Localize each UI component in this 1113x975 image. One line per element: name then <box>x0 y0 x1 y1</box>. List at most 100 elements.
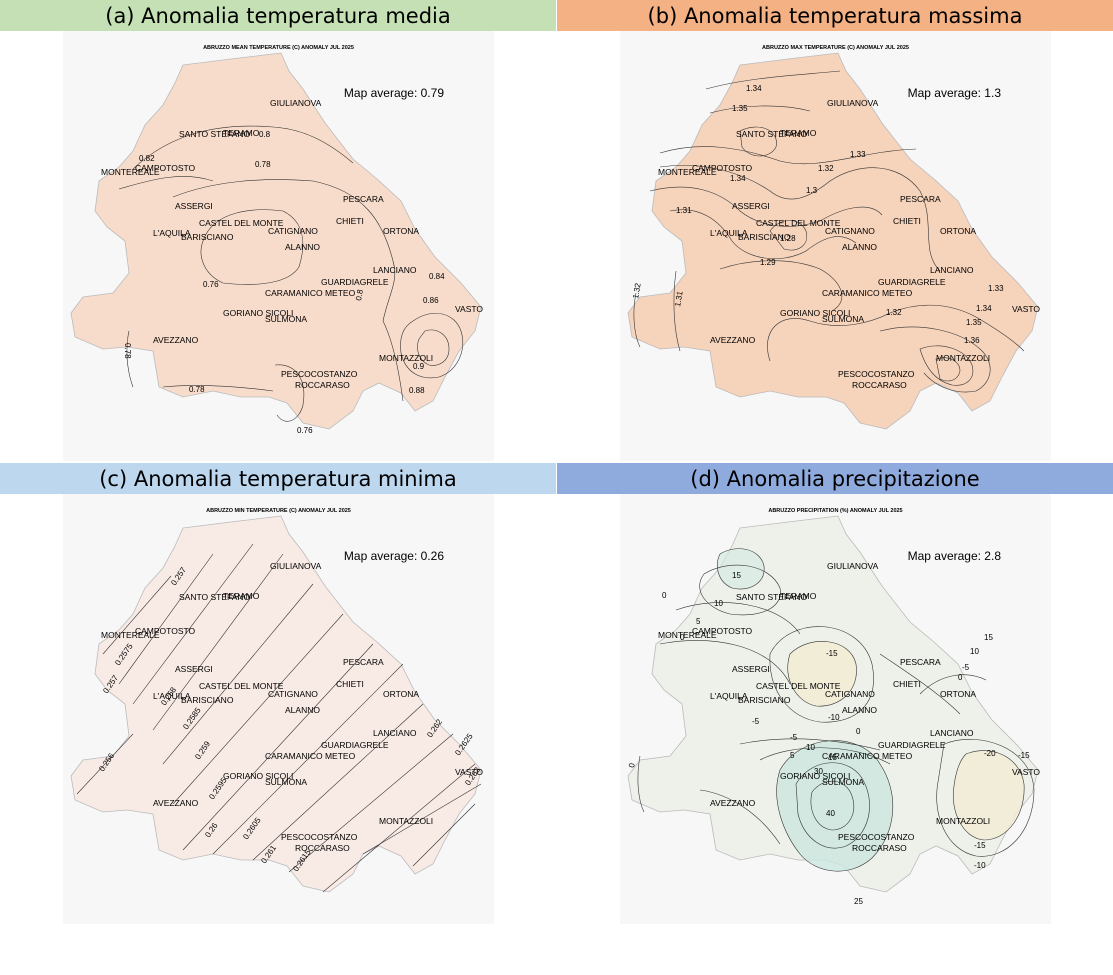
city-label: PESCARA <box>900 657 941 667</box>
city-label: CASTEL DEL MONTE <box>756 681 841 691</box>
contour-labels: 15 10 5 0 0 -15 15 10 0 -5 -5 -10 -5 5 1… <box>627 571 1030 906</box>
contour-label: 1.32 <box>818 164 834 173</box>
contour-label: 0 <box>856 727 861 736</box>
contour-label: -15 <box>974 841 986 850</box>
contour-label: 1.32 <box>631 282 643 299</box>
contour-label: 1.29 <box>760 258 776 267</box>
map-average: Map average: 2.8 <box>907 549 1001 563</box>
map-subtitle: ABRUZZO MEAN TEMPERATURE (C) ANOMALY JUL… <box>203 45 354 51</box>
contour-label: 0 <box>958 673 963 682</box>
contour-label: 1.34 <box>730 174 746 183</box>
city-label: TERAMO <box>223 128 260 138</box>
city-label: MONTEREALE <box>101 630 160 640</box>
contour-label: 0.88 <box>409 386 425 395</box>
city-label: PESCARA <box>343 657 384 667</box>
city-label: SANTO STEFANO <box>179 592 251 602</box>
city-label: ROCCARASO <box>852 380 907 390</box>
map-average: Map average: 1.3 <box>907 86 1001 100</box>
map-svg: 1.34 1.35 1.33 1.34 1.32 1.3 1.31 1.28 1… <box>627 52 1039 430</box>
dry-area <box>787 641 857 707</box>
city-label: GORIANO SICOLI <box>780 308 851 318</box>
city-label: CATIGNANO <box>825 689 875 699</box>
contour-label: 10 <box>970 647 979 656</box>
map-svg: 0.257 0.2575 0.258 0.2585 0.259 0.2595 0… <box>70 515 482 893</box>
city-label: ORTONA <box>383 689 420 699</box>
city-label: CATIGNANO <box>268 689 318 699</box>
contour-label: 0.8 <box>354 288 365 301</box>
city-label: GUARDIAGRELE <box>321 277 389 287</box>
region-outline <box>70 52 482 430</box>
contour-labels: 0.8 0.82 0.78 0.76 0.84 0.86 0.9 0.88 0.… <box>123 130 445 435</box>
contour-label: -5 <box>962 663 970 672</box>
map-average: Map average: 0.79 <box>343 86 444 100</box>
contour-label: 0.8 <box>259 130 271 139</box>
contour-label: 10 <box>806 743 815 752</box>
contour-label: -20 <box>984 749 996 758</box>
contour-label: 0.78 <box>123 343 132 359</box>
panel-precipitation: (d) Anomalia precipitazione <box>557 463 1113 926</box>
city-label: MONTAZZOLI <box>936 353 991 363</box>
wet-area <box>717 548 765 590</box>
city-label: BARISCIANO <box>181 695 234 705</box>
city-label: L'AQUILA <box>710 691 748 701</box>
city-label: CASTEL DEL MONTE <box>199 681 284 691</box>
city-label: SANTO STEFANO <box>179 129 251 139</box>
contour-label: -10 <box>974 861 986 870</box>
city-label: BARISCIANO <box>738 695 791 705</box>
map-max-temperature: 1.34 1.35 1.33 1.34 1.32 1.3 1.31 1.28 1… <box>620 31 1051 461</box>
city-label: CAMPOTOSTO <box>692 163 753 173</box>
contour-lines <box>76 543 482 893</box>
city-label: ASSERGI <box>175 201 213 211</box>
city-label: PESCOCOSTANZO <box>838 832 915 842</box>
city-label: VASTO <box>1012 767 1041 777</box>
map-mean-temperature: 0.8 0.82 0.78 0.76 0.84 0.86 0.9 0.88 0.… <box>63 31 494 461</box>
contour-label: 25 <box>854 897 863 906</box>
panel-title: (d) Anomalia precipitazione <box>557 463 1113 494</box>
shaded-areas <box>717 548 1025 872</box>
city-label: SANTO STEFANO <box>736 129 808 139</box>
contour-label: 15 <box>732 571 741 580</box>
city-label: GUARDIAGRELE <box>321 740 389 750</box>
contour-label: 1.36 <box>964 336 980 345</box>
contour-label: 1.34 <box>746 84 762 93</box>
city-label: GUARDIAGRELE <box>878 277 946 287</box>
city-label: CAMPOTOSTO <box>135 626 196 636</box>
contour-label: 0.78 <box>189 385 205 394</box>
city-label: CATIGNANO <box>268 226 318 236</box>
city-label: MONTAZZOLI <box>936 816 991 826</box>
city-label: L'AQUILA <box>153 228 191 238</box>
city-label: ROCCARASO <box>295 380 350 390</box>
map-subtitle: ABRUZZO MAX TEMPERATURE (C) ANOMALY JUL … <box>762 45 909 51</box>
region-outline <box>627 52 1039 430</box>
city-label: TERAMO <box>223 591 260 601</box>
city-label: CASTEL DEL MONTE <box>199 218 284 228</box>
contour-label: -5 <box>790 733 798 742</box>
city-label: SULMONA <box>822 777 865 787</box>
dry-area <box>953 750 1025 840</box>
wet-area <box>776 740 893 872</box>
city-label: CARAMANICO METEO <box>822 288 913 298</box>
city-label: AVEZZANO <box>153 335 199 345</box>
contour-label: 1.32 <box>886 308 902 317</box>
city-label: LANCIANO <box>373 728 417 738</box>
contour-label: 15 <box>984 633 993 642</box>
city-label: GIULIANOVA <box>270 98 322 108</box>
city-label: CAMPOTOSTO <box>135 163 196 173</box>
map-average: Map average: 0.26 <box>343 549 444 563</box>
city-label: GIULIANOVA <box>270 561 322 571</box>
city-label: CHIETI <box>336 216 364 226</box>
city-label: GORIANO SICOLI <box>223 771 294 781</box>
contour-label: -10 <box>828 713 840 722</box>
city-label: L'AQUILA <box>153 691 191 701</box>
contour-label: 30 <box>814 767 823 776</box>
contour-label: -5 <box>752 717 760 726</box>
map-min-temperature: 0.257 0.2575 0.258 0.2585 0.259 0.2595 0… <box>63 494 494 924</box>
city-label: SANTO STEFANO <box>736 592 808 602</box>
contour-label: 0.9 <box>413 362 425 371</box>
map-precipitation: 15 10 5 0 0 -15 15 10 0 -5 -5 -10 -5 5 1… <box>620 494 1051 924</box>
city-label: TERAMO <box>780 591 817 601</box>
contour-label: -15 <box>1018 751 1030 760</box>
city-label: CARAMANICO METEO <box>265 288 356 298</box>
city-label: ORTONA <box>940 689 977 699</box>
contour-label: 0.78 <box>255 160 271 169</box>
